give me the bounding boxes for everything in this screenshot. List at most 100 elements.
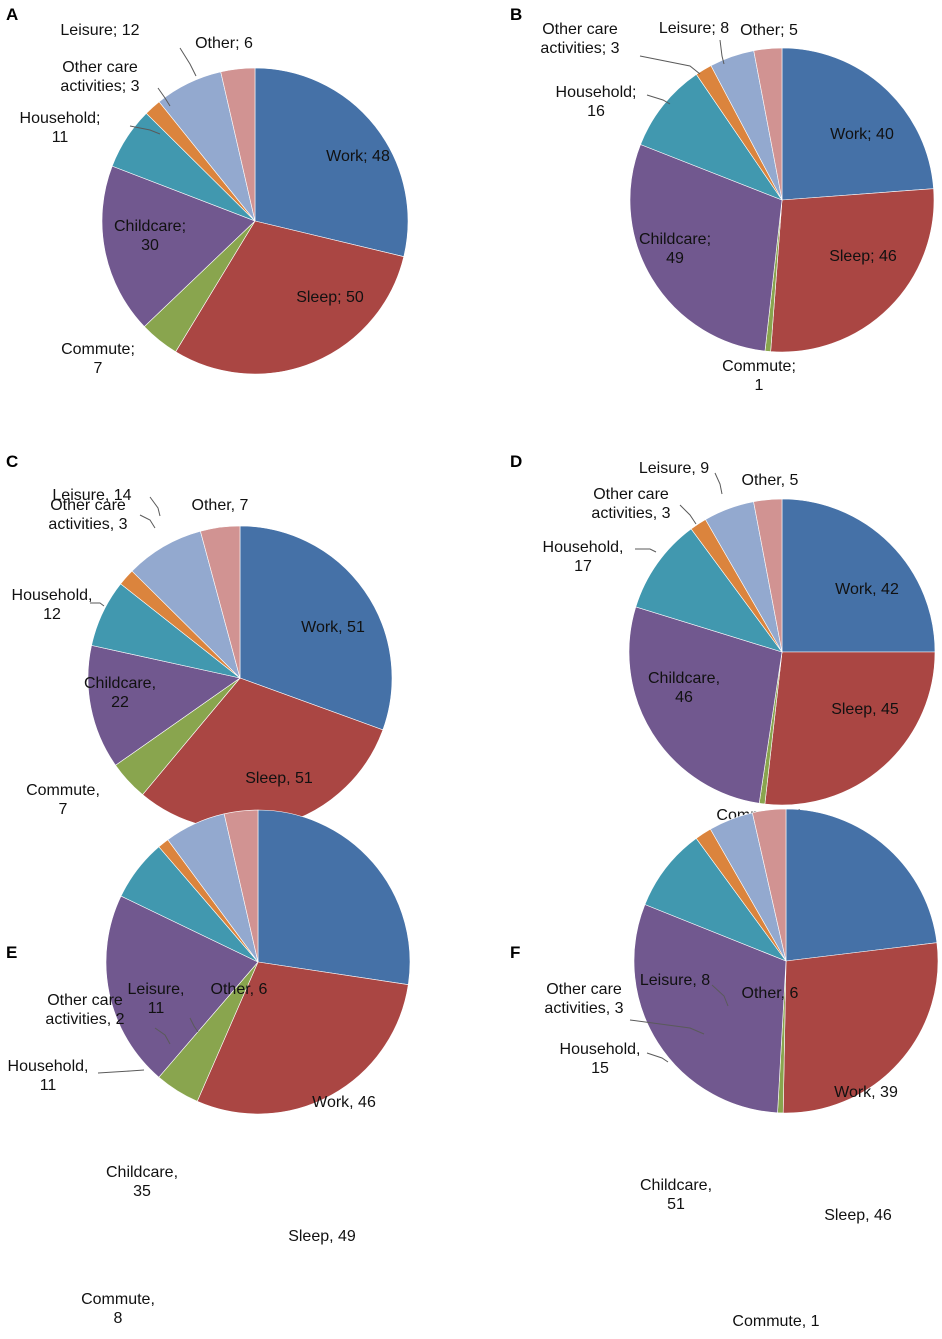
data-label-line: Commute, [26, 782, 100, 799]
data-label-line: Other care [542, 21, 618, 38]
data-label-line: Household, [12, 587, 93, 604]
pie-chart-b: Work; 40 Sleep; 46 Commute; 1 Childcare; 49 Ho… [540, 20, 935, 394]
data-label-b-other: Other; 5 [740, 22, 798, 39]
leader-line-c-leisure [149, 496, 161, 517]
leader-line-f-leisure [711, 984, 729, 1007]
data-label-a-work: Work; 48 [326, 148, 390, 165]
data-label-line: activities; 3 [540, 40, 619, 57]
data-label-line: 49 [666, 250, 684, 267]
data-label-d-leisure: Leisure, 9 [639, 460, 709, 477]
leader-line-a-household [129, 125, 161, 135]
slice-b-other [753, 47, 783, 201]
data-label-a-household: Household; 11 [20, 110, 101, 146]
data-label-f-work: Work, 39 [834, 1084, 898, 1101]
data-label-line: 46 [675, 689, 693, 706]
data-label-line: Other care [546, 981, 622, 998]
data-label-line: Sleep, 51 [245, 770, 313, 787]
data-label-line: Other care [593, 486, 669, 503]
data-label-b-sleep: Sleep; 46 [829, 248, 897, 265]
data-label-line: Childcare, [640, 1177, 712, 1194]
data-label-line: 11 [148, 1000, 165, 1017]
panel-letter-c: C [6, 452, 18, 471]
data-label-c-commute: Commute, 7 [26, 782, 100, 818]
data-label-line: Leisure, 14 [52, 487, 131, 504]
slice-f-sleep [782, 942, 939, 1114]
data-label-a-commute: Commute; 7 [61, 341, 135, 377]
data-label-line: Childcare, [648, 670, 720, 687]
data-label-c-sleep: Sleep, 51 [245, 770, 313, 787]
data-label-line: Commute, [81, 1291, 155, 1308]
data-label-line: Childcare, [84, 675, 156, 692]
data-label-c-household: Household, 12 [12, 587, 93, 623]
data-label-line: Sleep; 50 [296, 289, 364, 306]
data-label-line: activities, 3 [48, 516, 127, 533]
data-label-line: Sleep, 46 [824, 1207, 892, 1224]
data-label-b-leisure: Leisure; 8 [659, 20, 729, 37]
leader-line-d-household [635, 548, 657, 553]
pie-chart-c: Work, 51 Sleep, 51 Commute, 7 Childcare, 22 Ho… [12, 487, 393, 831]
data-label-a-leisure: Leisure; 12 [60, 22, 139, 39]
slice-b-sleep [770, 188, 935, 353]
slice-a-other [220, 67, 256, 222]
data-label-line: Work, 42 [835, 581, 899, 598]
pie-chart-e: Work, 46 Sleep, 49 Commute, 8 Childcare, 35 Ho… [8, 809, 411, 1327]
slice-c-other [200, 525, 241, 679]
data-label-line: Leisure, [128, 981, 185, 998]
data-label-f-commute: Commute, 1 [732, 1313, 819, 1330]
data-label-line: Childcare; [114, 218, 186, 235]
data-label-d-household: Household, 17 [543, 539, 624, 575]
slice-e-other [223, 809, 259, 963]
data-label-c-work: Work, 51 [301, 619, 365, 636]
data-label-line: 11 [40, 1077, 57, 1094]
pie-chart-f: Work, 39 Sleep, 46 Commute, 1 Childcare, 51 H… [544, 808, 939, 1330]
slice-b-childcare [629, 144, 783, 352]
leader-line-e-household [97, 1069, 145, 1074]
data-label-f-leisure: Leisure, 8 [640, 972, 710, 989]
data-label-d-work: Work, 42 [835, 581, 899, 598]
data-label-line: Leisure; 8 [659, 20, 729, 37]
data-label-f-other: Other, 6 [742, 985, 799, 1002]
data-label-line: Commute, 1 [732, 1313, 819, 1330]
data-label-f-other-care-activities: Other care activities, 3 [544, 981, 623, 1017]
data-label-e-childcare: Childcare, 35 [106, 1164, 178, 1200]
data-label-b-childcare: Childcare; 49 [639, 231, 711, 267]
data-label-d-sleep: Sleep, 45 [831, 701, 899, 718]
slice-d-other [753, 498, 783, 653]
data-label-c-other-care-activities: Other care activities, 3 [48, 497, 127, 533]
data-label-line: 51 [667, 1196, 685, 1213]
data-label-line: Household, [543, 539, 624, 556]
data-label-line: Household, [8, 1058, 89, 1075]
data-label-line: 12 [43, 606, 61, 623]
data-label-line: activities; 3 [60, 78, 139, 95]
leader-line-c-other-care-activities [139, 514, 156, 529]
data-label-a-sleep: Sleep; 50 [296, 289, 364, 306]
pie-chart-a: Work; 48 Sleep; 50 Commute; 7 Childcare; 30 Ho… [20, 22, 409, 377]
panel-letter-b: B [510, 5, 522, 24]
data-label-f-childcare: Childcare, 51 [640, 1177, 712, 1213]
panel-letter-f: F [510, 943, 520, 962]
data-label-line: Commute; [722, 358, 796, 375]
data-label-line: Sleep; 46 [829, 248, 897, 265]
slice-d-work [781, 498, 936, 653]
data-label-line: Sleep, 45 [831, 701, 899, 718]
data-label-a-other: Other; 6 [195, 35, 253, 52]
data-label-line: activities, 2 [45, 1011, 124, 1028]
leader-line-b-household [646, 94, 671, 105]
data-label-d-other: Other, 5 [742, 472, 799, 489]
data-label-line: Work; 40 [830, 126, 894, 143]
data-label-line: activities, 3 [544, 1000, 623, 1017]
data-label-line: Work, 51 [301, 619, 365, 636]
data-label-line: 17 [574, 558, 592, 575]
data-label-line: 7 [94, 360, 103, 377]
data-label-b-commute: Commute; 1 [722, 358, 796, 394]
data-label-line: Leisure, 9 [639, 460, 709, 477]
slice-c-childcare [87, 645, 241, 766]
data-label-line: 11 [52, 129, 69, 146]
data-label-line: 7 [59, 801, 68, 818]
data-label-line: Other care [50, 497, 126, 514]
slice-b-work [781, 47, 934, 201]
slice-b-household [640, 73, 783, 201]
data-label-c-other: Other, 7 [192, 497, 249, 514]
data-label-line: Work, 39 [834, 1084, 898, 1101]
